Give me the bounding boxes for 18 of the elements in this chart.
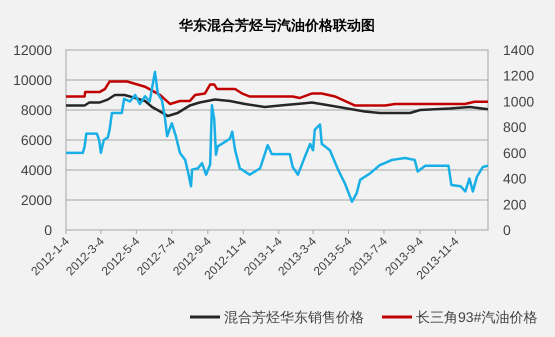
y-tick-label: 4000 [20,162,52,178]
legend-label: 长三角93#汽油价格 [416,309,538,325]
y2-tick-label: 800 [503,119,527,136]
y2-tick-label: 600 [503,144,527,161]
y2-tick-label: 1000 [503,93,534,110]
y2-tick-label: 0 [503,222,511,238]
legend-label: 混合芳烃华东销售价格 [224,309,364,325]
y2-tick-label: 200 [503,196,527,212]
y-tick-label: 12000 [13,42,52,58]
y-tick-label: 6000 [20,132,52,148]
y-tick-label: 0 [44,222,52,238]
y2-tick-label: 1400 [503,42,534,58]
y2-tick-label: 400 [503,170,527,187]
y-tick-label: 10000 [13,72,52,88]
y2-tick-label: 1200 [503,68,534,84]
y-tick-label: 2000 [20,192,52,208]
chart-title: 华东混合芳烃与汽油价格联动图 [178,17,375,33]
y-tick-label: 8000 [20,102,52,118]
